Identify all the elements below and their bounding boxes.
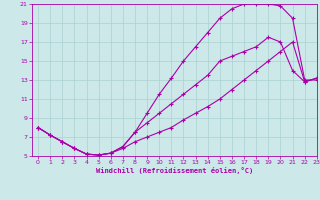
X-axis label: Windchill (Refroidissement éolien,°C): Windchill (Refroidissement éolien,°C)	[96, 167, 253, 174]
